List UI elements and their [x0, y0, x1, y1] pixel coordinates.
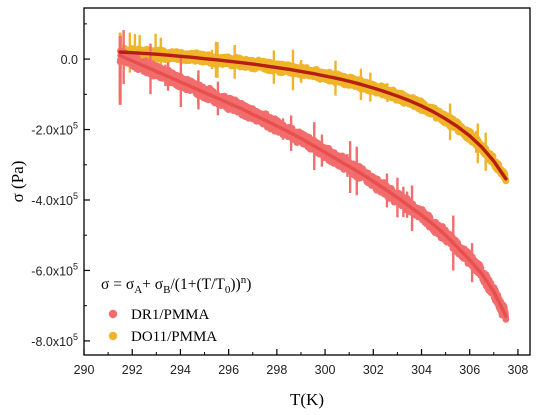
y-tick-label: -8.0x105 — [31, 332, 78, 349]
y-axis-title: σ (Pa) — [8, 161, 27, 203]
x-tick-label: 300 — [315, 363, 336, 377]
x-tick-label: 296 — [218, 363, 239, 377]
x-tick-label: 302 — [363, 363, 384, 377]
x-tick-label: 308 — [508, 363, 529, 377]
ticks-layer: 290 292 294 296 298 300 302 304 306 308 0.0 -2.0x10… — [31, 23, 529, 377]
legend-label: DR1/PMMA — [131, 307, 210, 323]
legend-marker — [108, 309, 118, 319]
legend: DR1/PMMA DO11/PMMA — [108, 307, 217, 345]
y-tick-label: -4.0x105 — [31, 191, 78, 208]
data-point — [502, 315, 510, 323]
fit-curve-dr1-pmma — [118, 53, 508, 318]
x-tick-label: 292 — [122, 363, 143, 377]
legend-label: DO11/PMMA — [131, 329, 217, 345]
data-layer — [116, 30, 510, 323]
fit-equation: σ = σA​+ σB​/(1+(T/T0​))n​) — [101, 274, 251, 296]
legend-marker — [108, 331, 118, 341]
x-tick-label: 298 — [266, 363, 287, 377]
x-tick-label: 304 — [411, 363, 432, 377]
fit-curve-do11-pmma — [118, 50, 508, 181]
x-tick-label: 294 — [170, 363, 191, 377]
plot-frame — [83, 7, 531, 356]
y-tick-label: 0.0 — [61, 53, 78, 67]
x-tick-label: 306 — [459, 363, 480, 377]
x-axis-title: T(K) — [290, 390, 324, 409]
y-tick-label: -2.0x105 — [31, 121, 78, 138]
x-tick-label: 290 — [74, 363, 95, 377]
y-tick-label: -6.0x105 — [31, 261, 78, 278]
